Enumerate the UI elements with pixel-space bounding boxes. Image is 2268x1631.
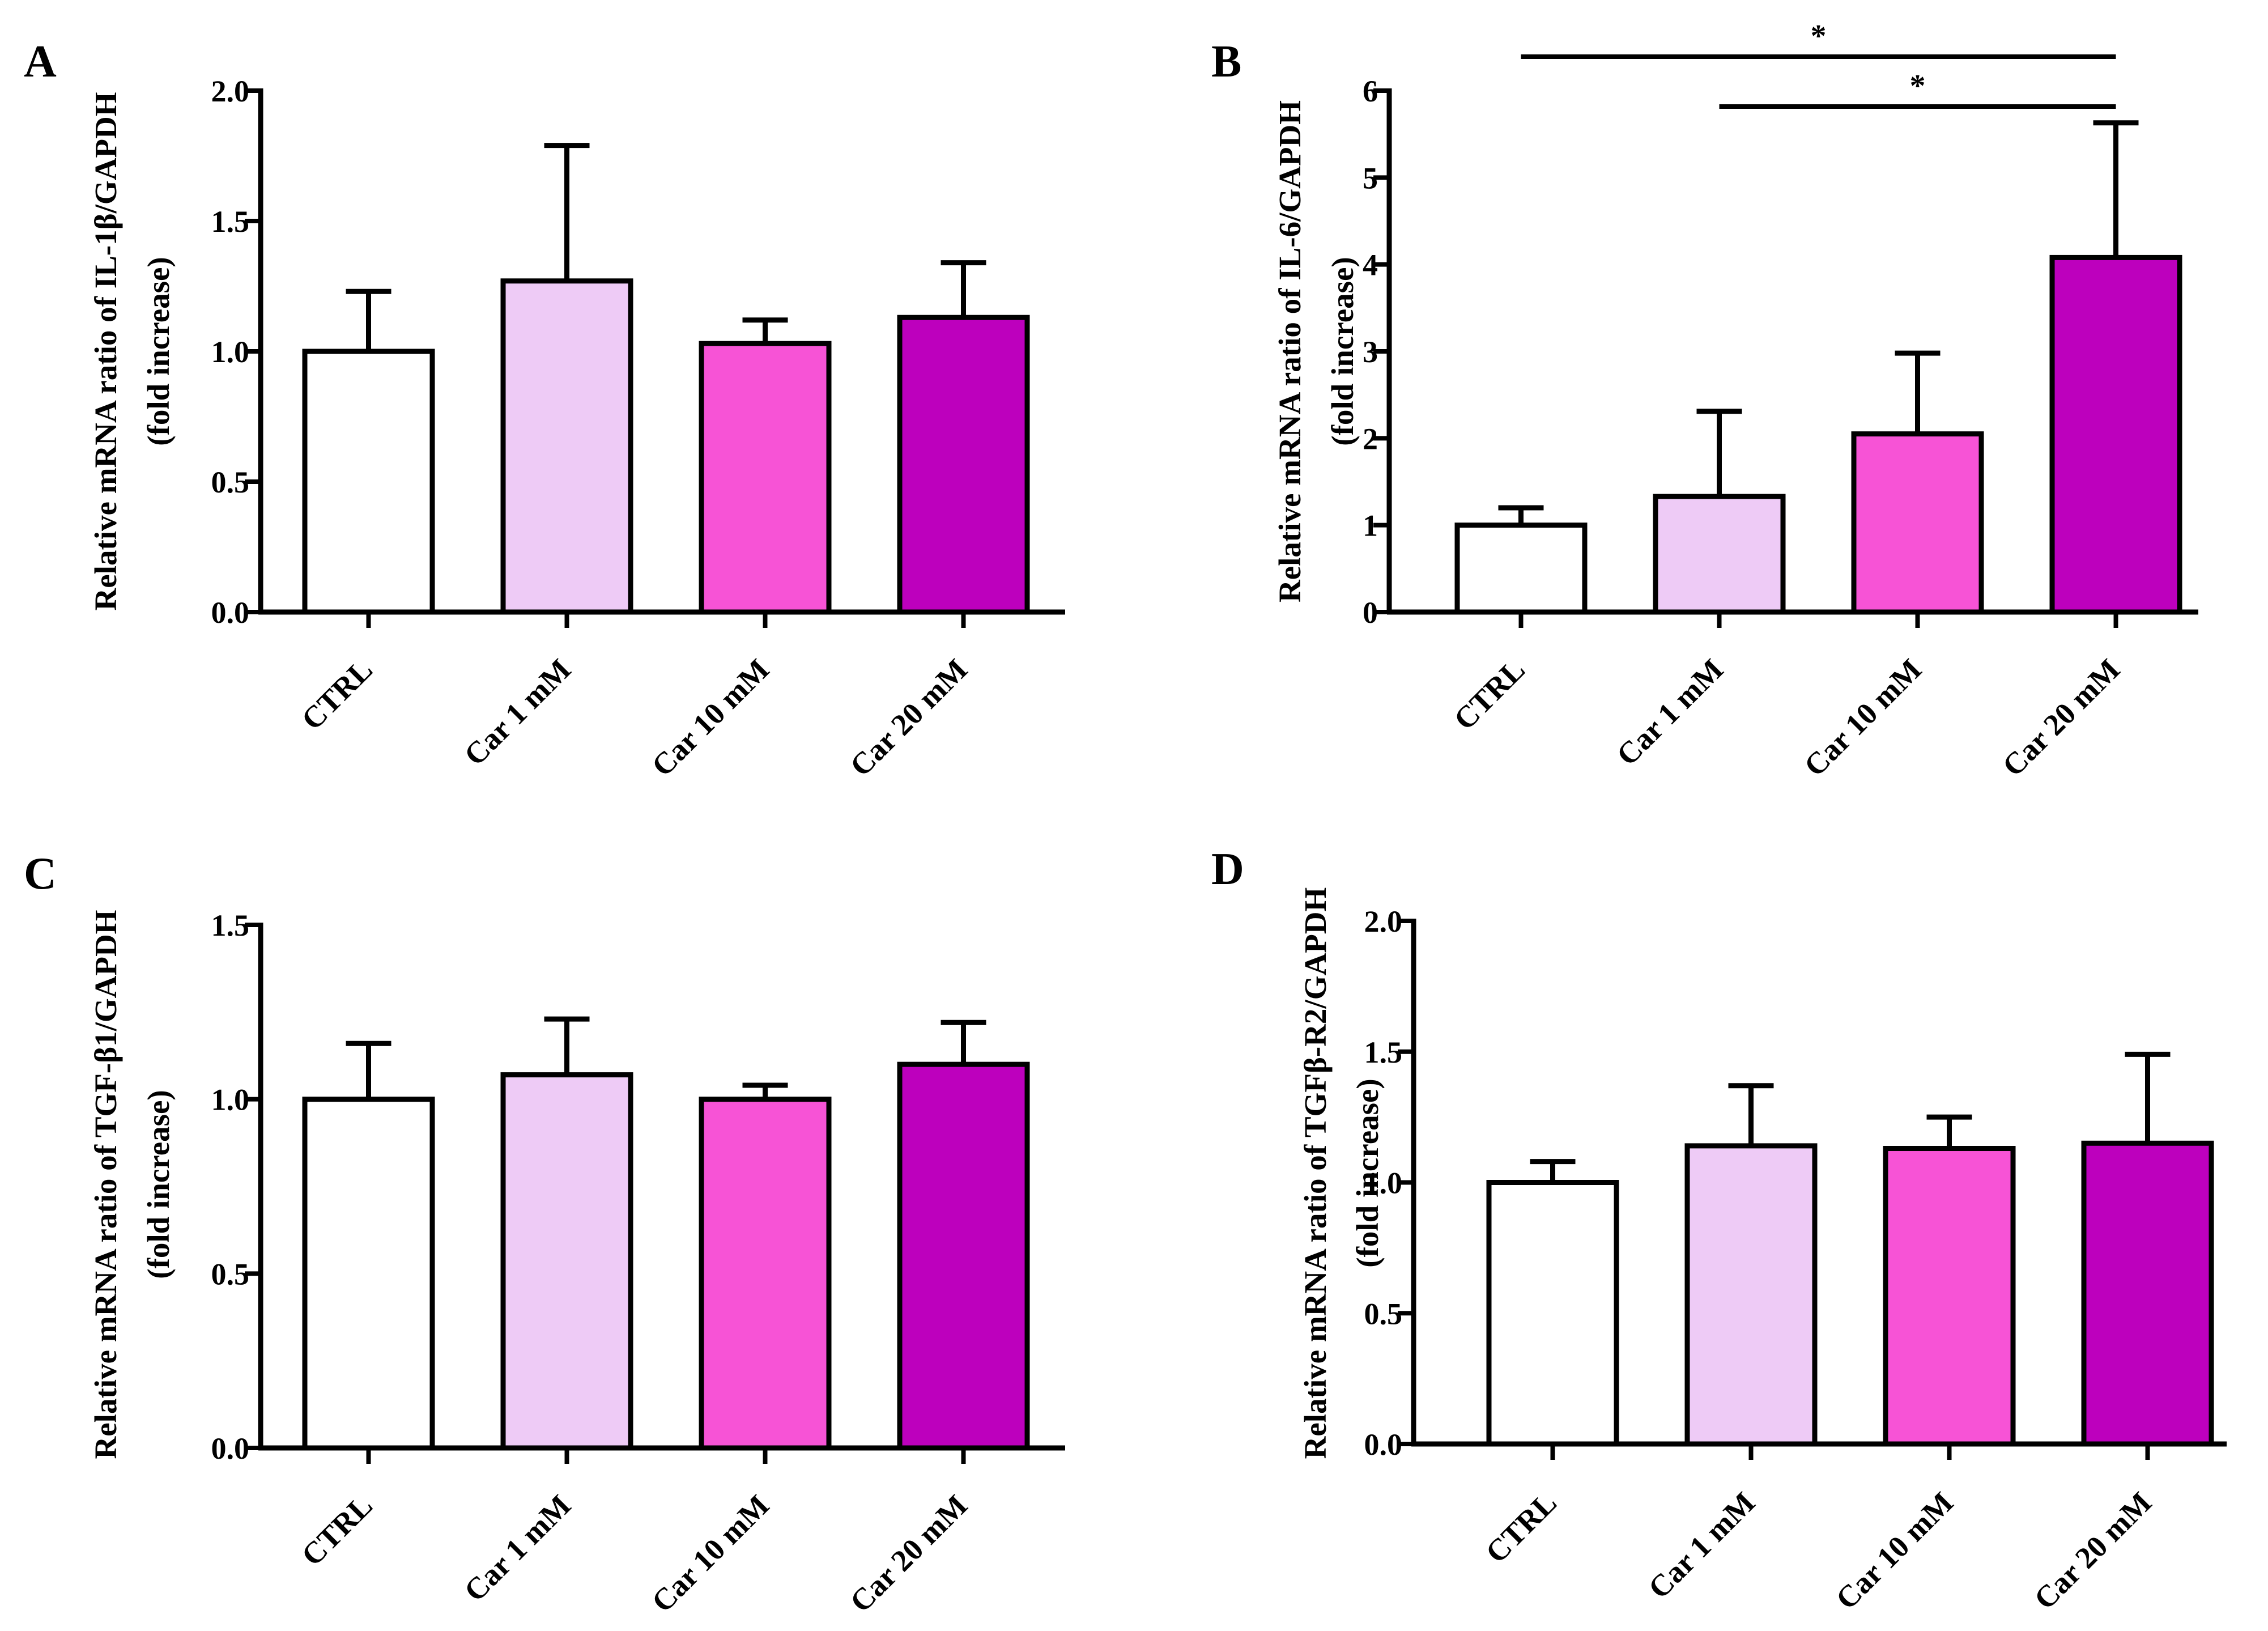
- y-tick-label: 4: [1363, 248, 1378, 282]
- y-tick-label: 1: [1363, 509, 1378, 543]
- panel-c: C Relative mRNA ratio of TGF-β1/GAPDH (fol…: [24, 849, 1065, 1619]
- bar: [1883, 1146, 2016, 1447]
- panel-b: B Relative mRNA ratio of IL-6/GAPDH (fold …: [1211, 19, 2198, 783]
- y-tick-label: 0.5: [211, 465, 250, 499]
- y-axis-label: Relative mRNA ratio of TGF-β1/GAPDH: [88, 910, 123, 1459]
- y-axis-label-sub: (fold increase): [141, 1090, 176, 1279]
- y-tick-label: 1.5: [211, 205, 250, 239]
- y-tick-label: 5: [1363, 161, 1378, 195]
- x-tick-label: CTRL: [295, 1488, 379, 1573]
- panel-a: A Relative mRNA ratio of IL-1β/GAPDH (fold…: [24, 37, 1065, 783]
- y-tick-label: 3: [1363, 335, 1378, 369]
- x-tick-label: Car 10 mM: [645, 652, 776, 783]
- bar: [500, 1072, 633, 1451]
- y-axis-label: Relative mRNA ratio of IL-6/GAPDH: [1273, 100, 1307, 602]
- bar: [2081, 1140, 2214, 1447]
- y-tick-label: 1.0: [211, 1083, 250, 1117]
- x-tick-label: CTRL: [1447, 652, 1531, 737]
- bar: [1486, 1180, 1619, 1447]
- bar: [302, 1097, 435, 1451]
- x-tick-label: Car 10 mM: [1798, 652, 1928, 783]
- panel-label: C: [24, 849, 57, 899]
- x-tick-label: Car 20 mM: [1996, 652, 2126, 783]
- significance-marker: *: [1811, 19, 1827, 54]
- y-tick-label: 1.0: [1364, 1166, 1403, 1200]
- y-axis-label-sub: (fold increase): [1350, 1078, 1385, 1268]
- y-tick-label: 0.0: [1364, 1428, 1403, 1462]
- x-tick-label: Car 20 mM: [844, 1488, 974, 1619]
- significance-marker: *: [1910, 69, 1926, 104]
- y-axis-label: Relative mRNA ratio of IL-1β/GAPDH: [88, 92, 123, 611]
- x-tick-label: Car 20 mM: [2028, 1485, 2158, 1616]
- bar: [302, 349, 435, 615]
- bar: [2049, 254, 2182, 615]
- bar: [1653, 494, 1786, 615]
- panel-label: D: [1211, 844, 1244, 894]
- y-tick-label: 1.5: [1364, 1035, 1403, 1069]
- y-tick-label: 0: [1363, 596, 1378, 630]
- y-axis-label: Relative mRNA ratio of TGFβ-R2/GAPDH: [1298, 887, 1333, 1459]
- y-tick-label: 2.0: [211, 74, 250, 108]
- y-tick-label: 6: [1363, 74, 1378, 108]
- y-tick-label: 2: [1363, 422, 1378, 456]
- y-tick-label: 1.0: [211, 335, 250, 369]
- x-tick-label: Car 1 mM: [458, 652, 577, 772]
- y-axis-label-sub: (fold increase): [141, 257, 176, 446]
- panel-label: A: [24, 37, 57, 87]
- bar: [897, 1061, 1030, 1451]
- x-tick-label: Car 20 mM: [844, 652, 974, 783]
- y-axis-label-sub: (fold increase): [1325, 257, 1360, 446]
- y-tick-label: 1.5: [211, 908, 250, 942]
- y-tick-label: 0.0: [211, 596, 250, 630]
- x-tick-label: CTRL: [1479, 1485, 1563, 1570]
- x-tick-label: Car 10 mM: [645, 1488, 776, 1619]
- panel-label: B: [1211, 37, 1241, 87]
- bar: [1851, 431, 1984, 615]
- bar: [699, 1097, 832, 1451]
- x-tick-label: Car 1 mM: [458, 1488, 577, 1608]
- bar: [1684, 1143, 1818, 1447]
- y-tick-label: 0.0: [211, 1432, 250, 1466]
- x-tick-label: Car 1 mM: [1642, 1485, 1761, 1605]
- panel-d: D Relative mRNA ratio of TGFβ-R2/GAPDH (fo…: [1211, 844, 2227, 1616]
- y-tick-label: 0.5: [1364, 1297, 1403, 1331]
- x-tick-label: Car 10 mM: [1829, 1485, 1960, 1616]
- bar: [699, 341, 832, 615]
- y-tick-label: 0.5: [211, 1257, 250, 1291]
- bar: [1454, 523, 1588, 615]
- x-tick-label: CTRL: [295, 652, 379, 737]
- bar: [897, 315, 1030, 615]
- x-tick-label: Car 1 mM: [1610, 652, 1730, 772]
- bar: [500, 278, 633, 615]
- y-tick-label: 2.0: [1364, 904, 1403, 938]
